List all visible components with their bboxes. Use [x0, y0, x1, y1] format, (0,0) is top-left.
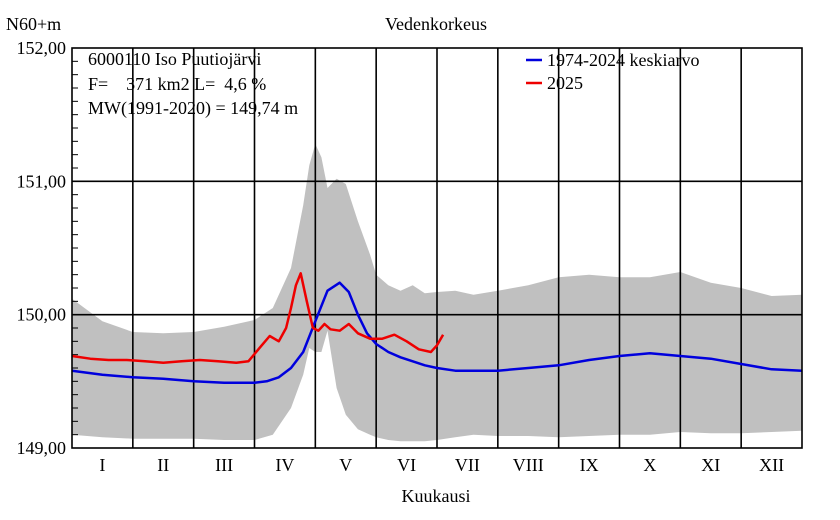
month-label: III — [215, 455, 233, 475]
station-area: F= 371 km2 L= 4,6 % — [88, 74, 266, 94]
month-label: V — [339, 455, 352, 475]
month-label: X — [643, 455, 656, 475]
y-tick-label: 149,00 — [17, 438, 67, 458]
station-name: 6000110 Iso Puutiojärvi — [88, 49, 261, 69]
station-mean-level: MW(1991-2020) = 149,74 m — [88, 98, 298, 119]
month-label: VII — [455, 455, 480, 475]
y-tick-label: 150,00 — [17, 305, 67, 325]
month-label: VIII — [513, 455, 544, 475]
month-label: I — [99, 455, 105, 475]
plot-frame — [71, 47, 803, 449]
month-label: XI — [701, 455, 720, 475]
month-label: VI — [397, 455, 416, 475]
y-tick-label: 152,00 — [17, 38, 67, 58]
chart-title: Vedenkorkeus — [385, 14, 487, 34]
series-line-0 — [71, 281, 803, 384]
x-axis-label: Kuukausi — [402, 486, 471, 506]
month-label: II — [157, 455, 169, 475]
x-tick-labels: I II III IV V VI VII VIII IX X XI XII — [99, 455, 784, 475]
legend: 1974-2024 keskiarvo 2025 — [526, 50, 699, 93]
plot-border — [71, 47, 803, 449]
y-tick-labels: 149,00 150,00 151,00 152,00 — [17, 38, 67, 458]
month-label: IV — [275, 455, 294, 475]
series-line-1 — [71, 272, 445, 364]
month-label: IX — [580, 455, 599, 475]
series-lines — [71, 272, 803, 384]
station-info: 6000110 Iso Puutiojärvi F= 371 km2 L= 4,… — [88, 49, 298, 119]
y-axis-unit-label: N60+m — [6, 14, 61, 34]
grid-lines — [72, 48, 802, 448]
y-tick-label: 151,00 — [17, 171, 67, 191]
legend-label-1: 2025 — [547, 73, 583, 93]
month-label: XII — [759, 455, 784, 475]
legend-label-0: 1974-2024 keskiarvo — [547, 50, 699, 70]
